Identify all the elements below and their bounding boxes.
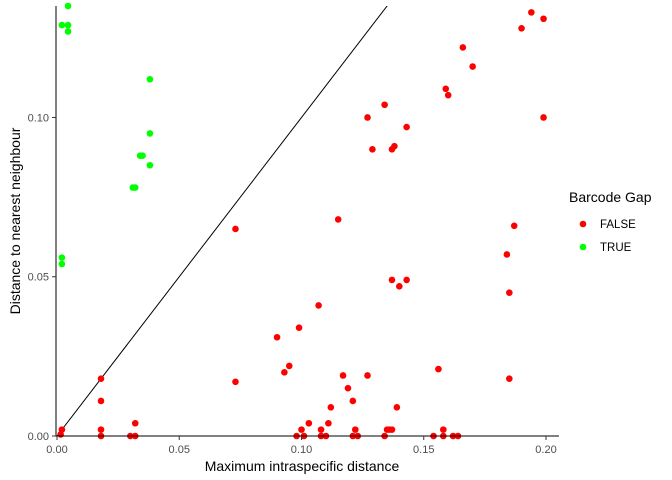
data-point <box>317 426 325 433</box>
legend: Barcode Gap FALSE TRUE <box>569 189 652 254</box>
legend-label: TRUE <box>600 242 632 254</box>
x-tick-label: 0.15 <box>413 444 434 456</box>
data-point <box>285 362 293 370</box>
data-point <box>131 419 139 427</box>
x-tick-label: 0.05 <box>169 444 190 456</box>
data-point <box>58 21 66 29</box>
data-point <box>327 404 335 411</box>
legend-key <box>579 243 587 251</box>
data-point <box>57 431 64 438</box>
data-point <box>469 63 476 70</box>
data-point <box>364 372 371 379</box>
data-point <box>351 426 359 433</box>
data-point <box>369 146 376 153</box>
series-true <box>58 2 154 268</box>
legend-title: Barcode Gap <box>569 189 652 205</box>
data-point <box>349 397 357 405</box>
data-point <box>232 378 239 386</box>
x-tick-label: 0.10 <box>291 444 312 456</box>
legend-key <box>579 220 587 228</box>
data-point <box>146 130 154 137</box>
data-point <box>364 114 371 121</box>
data-point <box>528 9 535 16</box>
data-point <box>305 419 313 427</box>
data-point <box>518 24 525 32</box>
data-point <box>139 152 146 160</box>
data-point <box>391 142 398 150</box>
data-point <box>131 184 139 191</box>
y-axis-title: Distance to nearest neighbour <box>7 127 23 314</box>
data-point <box>440 426 447 433</box>
data-point <box>58 260 66 268</box>
legend-label: FALSE <box>600 219 636 231</box>
y-tick-label: 0.05 <box>28 272 49 284</box>
data-point <box>232 225 239 233</box>
data-point <box>540 15 547 23</box>
data-point <box>315 302 322 309</box>
data-point <box>442 85 450 93</box>
x-tick-label: 0.20 <box>535 444 556 456</box>
x-tick-label: 0.00 <box>46 444 67 456</box>
data-point <box>97 426 105 433</box>
data-point <box>64 28 72 35</box>
x-axis-ticks: 0.00 0.05 0.10 0.15 0.20 <box>46 436 557 456</box>
data-point <box>459 44 467 51</box>
identity-reference-line <box>56 6 388 436</box>
data-point <box>435 365 442 373</box>
data-point <box>334 216 342 223</box>
data-point <box>58 254 66 261</box>
data-point <box>506 375 513 382</box>
data-point <box>64 21 72 29</box>
data-point <box>403 276 410 284</box>
data-point <box>388 426 396 433</box>
data-point <box>339 372 347 379</box>
data-point <box>403 123 410 131</box>
x-axis-title: Maximum intraspecific distance <box>205 458 400 474</box>
data-point <box>540 114 547 121</box>
y-tick-label: 0.00 <box>28 431 49 443</box>
data-point <box>506 289 513 296</box>
data-point <box>503 251 511 258</box>
data-point <box>344 384 352 392</box>
data-point <box>273 333 281 341</box>
reference-line-layer <box>56 6 388 436</box>
data-point <box>444 91 452 99</box>
data-point <box>281 368 288 376</box>
data-point <box>97 397 105 405</box>
y-tick-label: 0.10 <box>28 112 49 124</box>
data-point <box>388 276 396 284</box>
y-axis-ticks: 0.00 0.05 0.10 <box>28 112 56 443</box>
data-point <box>295 324 303 332</box>
data-point <box>97 375 105 382</box>
data-point <box>393 404 401 411</box>
data-point <box>381 101 388 109</box>
data-point <box>396 282 403 290</box>
data-point <box>325 419 332 427</box>
data-point <box>146 161 154 169</box>
data-point <box>298 426 305 433</box>
data-point <box>64 2 72 10</box>
data-point <box>510 222 518 230</box>
legend-entries: FALSE TRUE <box>579 219 636 254</box>
data-point <box>146 75 154 83</box>
